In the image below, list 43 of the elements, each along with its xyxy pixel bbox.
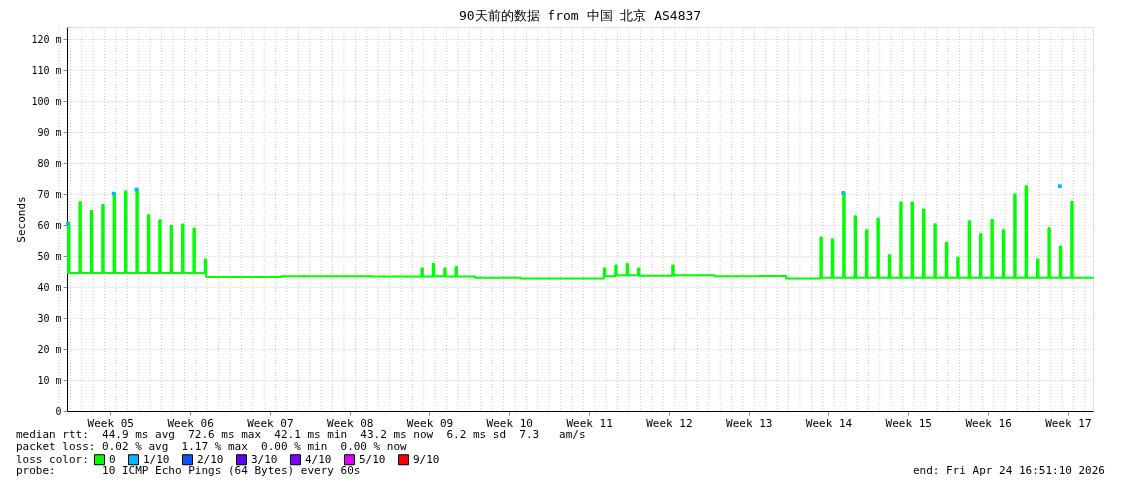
x-tick-label: Week 13 bbox=[726, 416, 773, 430]
legend-label: 9/10 bbox=[413, 452, 440, 466]
legend-title: loss color: bbox=[16, 453, 89, 466]
point bbox=[66, 221, 70, 226]
y-tick-label: 10 m bbox=[37, 374, 62, 386]
x-tick-label: Week 14 bbox=[805, 416, 853, 430]
y-tick-label: 70 m bbox=[37, 188, 62, 200]
legend-label: 5/10 bbox=[359, 452, 386, 466]
y-tick-label: 110 m bbox=[31, 64, 62, 76]
text: packet loss: 0.02 % avg 1.17 % max 0.00 % min 0.00 % now bbox=[16, 440, 408, 453]
x-tick-label: Week 12 bbox=[646, 416, 693, 430]
x-tick-label: Week 11 bbox=[566, 416, 613, 430]
x-tick-label: Week 08 bbox=[327, 416, 374, 430]
point bbox=[841, 191, 846, 195]
x-tick-label: Week 06 bbox=[167, 416, 214, 430]
y-tick-label: 50 m bbox=[37, 250, 62, 262]
x-tick-label: Week 09 bbox=[406, 416, 454, 430]
y-tick-label: 0 bbox=[55, 405, 62, 417]
text: end: Fri Apr 24 16:51:10 2026 bbox=[912, 464, 1105, 477]
y-tick-label: 80 m bbox=[37, 157, 62, 169]
x-tick-label: Week 17 bbox=[1045, 416, 1092, 430]
x-tick-label: Week 10 bbox=[486, 416, 533, 430]
x-tick-label: Week 05 bbox=[87, 416, 134, 430]
x-tick-label: Week 16 bbox=[965, 416, 1012, 430]
y-tick-label: 40 m bbox=[37, 281, 62, 293]
y-tick-label: 60 m bbox=[37, 219, 62, 231]
legend-label: 1/10 bbox=[143, 452, 170, 466]
legend-label: 0 bbox=[109, 452, 116, 466]
text: median rtt: 44.9 ms avg 72.6 ms max 42.1 ms min 43.2 ms now 6.2 ms sd 7.3 am/s bbox=[16, 428, 586, 441]
legend-label: 2/10 bbox=[197, 452, 224, 466]
chart-title: 90天前的数据 from 中国 北京 AS4837 bbox=[458, 7, 702, 23]
legend-label: 3/10 bbox=[251, 452, 278, 466]
y-tick-label: 90 m bbox=[37, 126, 62, 138]
point bbox=[1057, 184, 1062, 189]
y-tick-label: 100 m bbox=[31, 95, 62, 107]
x-tick-label: Week 07 bbox=[247, 416, 294, 430]
y-tick-label: 20 m bbox=[37, 343, 62, 355]
legend-label: 4/10 bbox=[305, 452, 332, 466]
y-tick-label: 30 m bbox=[37, 312, 62, 324]
x-tick-label: Week 15 bbox=[885, 416, 932, 430]
y-axis-title: Seconds bbox=[15, 196, 29, 243]
y-tick-label: 120 m bbox=[31, 33, 62, 45]
text: probe: 10 ICMP Echo Pings (64 Bytes) every 60s bbox=[16, 464, 361, 477]
